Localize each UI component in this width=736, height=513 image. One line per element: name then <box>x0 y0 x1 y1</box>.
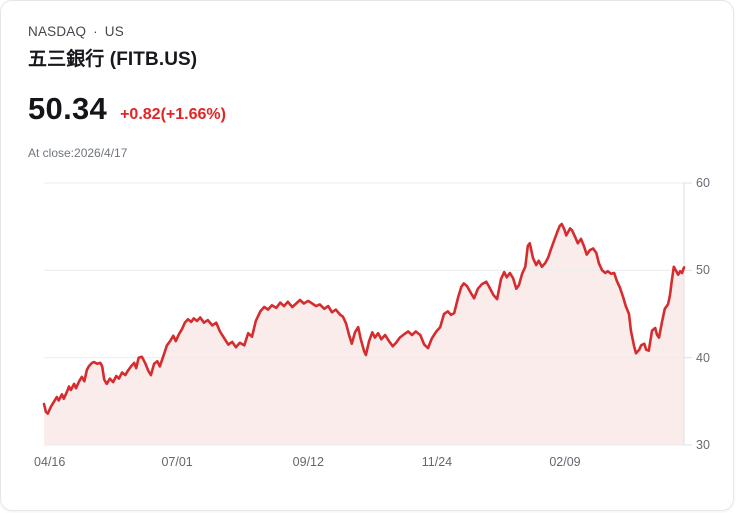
x-tick-label: 04/16 <box>34 455 66 469</box>
quote-header: NASDAQ · US 五三銀行 (FITB.US) 50.34 +0.82(+… <box>28 24 226 160</box>
price-row: 50.34 +0.82(+1.66%) <box>28 91 226 127</box>
y-tick-label: 60 <box>696 176 710 190</box>
x-tick-label: 11/24 <box>421 455 453 469</box>
price-change: +0.82(+1.66%) <box>120 106 226 123</box>
as-of-label: At close:2026/4/17 <box>28 146 128 160</box>
stock-title: 五三銀行 (FITB.US) <box>28 49 198 70</box>
price-line-path <box>42 222 686 415</box>
x-tick-label: 09/12 <box>292 455 324 469</box>
dot-separator-icon: · <box>93 24 98 39</box>
chart-canvas <box>42 182 692 446</box>
price-area-path <box>44 224 684 445</box>
exchange-row: NASDAQ · US <box>28 24 226 39</box>
country-label: US <box>104 24 124 39</box>
y-tick-label: 50 <box>696 263 710 278</box>
last-price: 50.34 <box>28 91 108 126</box>
exchange-name: NASDAQ <box>28 24 87 39</box>
gridlines <box>44 182 692 446</box>
price-chart[interactable]: 60 50 40 30 04/16 07/01 09/12 11/24 02/09 <box>34 176 710 469</box>
y-tick-label: 40 <box>696 350 710 365</box>
x-tick-label: 02/09 <box>549 455 581 469</box>
x-tick-label: 07/01 <box>161 455 193 469</box>
y-tick-label: 30 <box>696 438 710 452</box>
